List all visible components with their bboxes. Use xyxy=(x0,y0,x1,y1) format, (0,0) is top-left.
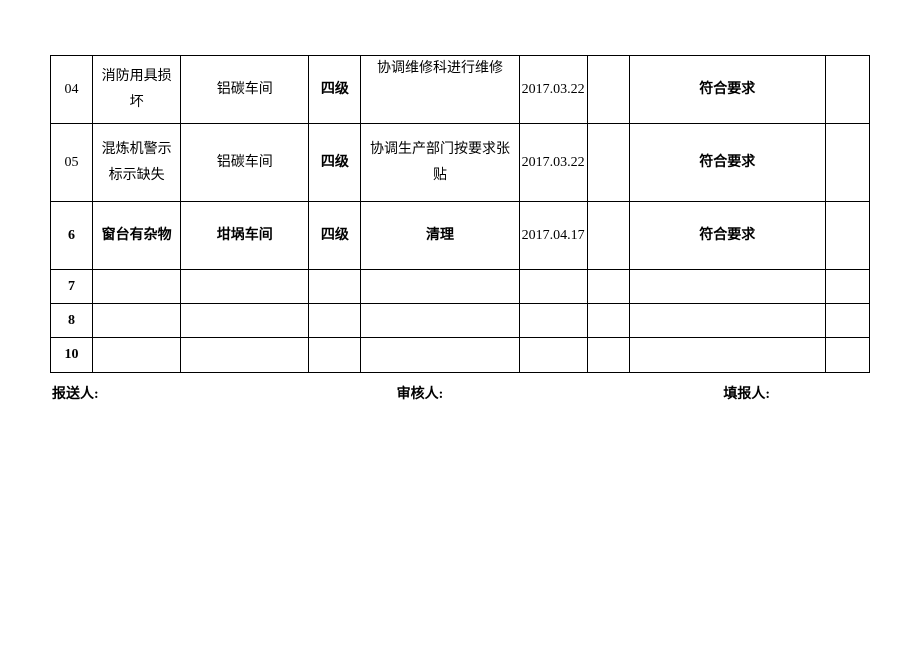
cell-workshop xyxy=(181,338,309,372)
cell-blank xyxy=(587,202,629,270)
table-row: 05 混炼机警示标示缺失 铝碳车间 四级 协调生产部门按要求张贴 2017.03… xyxy=(51,124,870,202)
cell-action xyxy=(361,270,519,304)
reporter-label: 报送人: xyxy=(52,383,99,403)
cell-date xyxy=(519,338,587,372)
cell-tail xyxy=(825,304,869,338)
cell-blank xyxy=(587,338,629,372)
cell-level xyxy=(309,270,361,304)
table-row: 7 xyxy=(51,270,870,304)
cell-level xyxy=(309,304,361,338)
cell-level: 四级 xyxy=(309,56,361,124)
cell-seq: 8 xyxy=(51,304,93,338)
cell-action xyxy=(361,338,519,372)
footer-line: 报送人: 审核人: 填报人: xyxy=(50,383,870,403)
cell-blank xyxy=(587,56,629,124)
cell-seq: 7 xyxy=(51,270,93,304)
cell-result: 符合要求 xyxy=(629,124,825,202)
cell-seq: 05 xyxy=(51,124,93,202)
cell-seq: 10 xyxy=(51,338,93,372)
cell-issue xyxy=(93,338,181,372)
cell-workshop: 坩埚车间 xyxy=(181,202,309,270)
hazard-table: 04 消防用具损坏 铝碳车间 四级 协调维修科进行维修 2017.03.22 符… xyxy=(50,55,870,373)
reviewer-label: 审核人: xyxy=(397,383,444,403)
table-row: 10 xyxy=(51,338,870,372)
cell-workshop: 铝碳车间 xyxy=(181,124,309,202)
cell-workshop: 铝碳车间 xyxy=(181,56,309,124)
table-row: 8 xyxy=(51,304,870,338)
cell-issue: 消防用具损坏 xyxy=(93,56,181,124)
table-row: 04 消防用具损坏 铝碳车间 四级 协调维修科进行维修 2017.03.22 符… xyxy=(51,56,870,124)
cell-issue: 混炼机警示标示缺失 xyxy=(93,124,181,202)
cell-blank xyxy=(587,304,629,338)
cell-tail xyxy=(825,124,869,202)
cell-level xyxy=(309,338,361,372)
cell-tail xyxy=(825,202,869,270)
cell-date: 2017.03.22 xyxy=(519,56,587,124)
cell-date xyxy=(519,304,587,338)
cell-workshop xyxy=(181,270,309,304)
cell-tail xyxy=(825,338,869,372)
cell-action: 清理 xyxy=(361,202,519,270)
filler-label: 填报人: xyxy=(723,383,770,403)
cell-result: 符合要求 xyxy=(629,56,825,124)
cell-seq: 6 xyxy=(51,202,93,270)
cell-tail xyxy=(825,270,869,304)
cell-date: 2017.04.17 xyxy=(519,202,587,270)
cell-issue: 窗台有杂物 xyxy=(93,202,181,270)
cell-result: 符合要求 xyxy=(629,202,825,270)
cell-level: 四级 xyxy=(309,202,361,270)
cell-tail xyxy=(825,56,869,124)
cell-issue xyxy=(93,304,181,338)
cell-level: 四级 xyxy=(309,124,361,202)
cell-result xyxy=(629,304,825,338)
cell-action: 协调生产部门按要求张贴 xyxy=(361,124,519,202)
cell-action xyxy=(361,304,519,338)
cell-result xyxy=(629,270,825,304)
cell-action: 协调维修科进行维修 xyxy=(361,56,519,124)
cell-seq: 04 xyxy=(51,56,93,124)
cell-issue xyxy=(93,270,181,304)
cell-result xyxy=(629,338,825,372)
cell-date: 2017.03.22 xyxy=(519,124,587,202)
cell-date xyxy=(519,270,587,304)
cell-workshop xyxy=(181,304,309,338)
cell-blank xyxy=(587,270,629,304)
cell-blank xyxy=(587,124,629,202)
table-body: 04 消防用具损坏 铝碳车间 四级 协调维修科进行维修 2017.03.22 符… xyxy=(51,56,870,373)
table-row: 6 窗台有杂物 坩埚车间 四级 清理 2017.04.17 符合要求 xyxy=(51,202,870,270)
